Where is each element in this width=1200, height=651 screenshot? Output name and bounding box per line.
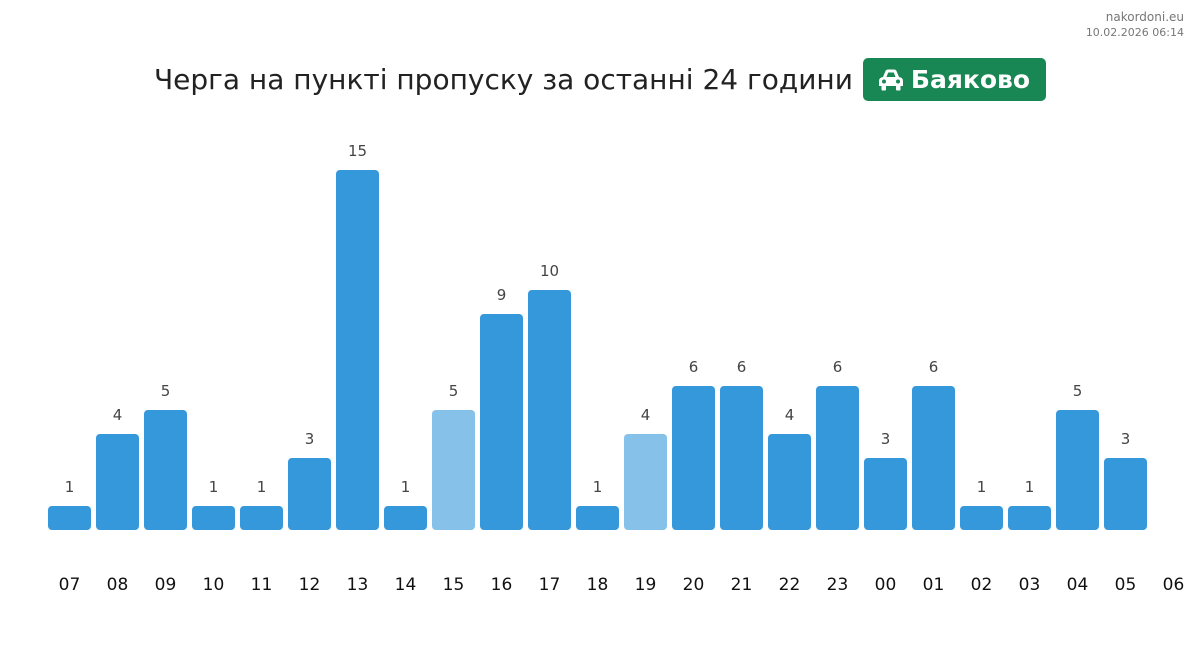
x-tick-12: 12 [299, 575, 321, 595]
data-label-07: 1 [65, 478, 75, 496]
data-label-01: 6 [929, 358, 939, 376]
data-label-22: 4 [785, 406, 795, 424]
badge-label: Баяково [910, 65, 1031, 94]
x-tick-10: 10 [203, 575, 225, 595]
bar-07[interactable] [48, 506, 91, 530]
bar-09[interactable] [144, 410, 187, 530]
bar-05[interactable] [1104, 458, 1147, 530]
bar-19[interactable] [624, 434, 667, 530]
data-label-17: 10 [540, 262, 559, 280]
data-label-00: 3 [881, 430, 891, 448]
x-tick-23: 23 [827, 575, 849, 595]
bar-01[interactable] [912, 386, 955, 530]
data-label-18: 1 [593, 478, 603, 496]
x-tick-02: 02 [971, 575, 993, 595]
data-label-13: 15 [348, 142, 367, 160]
bar-03[interactable] [1008, 506, 1051, 530]
bar-15[interactable] [432, 410, 475, 530]
bar-12[interactable] [288, 458, 331, 530]
x-tick-21: 21 [731, 575, 753, 595]
meta-info: nakordoni.eu 10.02.2026 06:14 [1086, 9, 1184, 41]
data-label-11: 1 [257, 478, 267, 496]
data-label-09: 5 [161, 382, 171, 400]
x-tick-00: 00 [875, 575, 897, 595]
x-tick-15: 15 [443, 575, 465, 595]
title-row: Черга на пункті пропуску за останні 24 г… [0, 58, 1200, 101]
data-label-16: 9 [497, 286, 507, 304]
bar-13[interactable] [336, 170, 379, 530]
bar-02[interactable] [960, 506, 1003, 530]
bar-20[interactable] [672, 386, 715, 530]
data-label-12: 3 [305, 430, 315, 448]
bar-00[interactable] [864, 458, 907, 530]
bar-10[interactable] [192, 506, 235, 530]
car-icon [877, 68, 905, 92]
x-tick-05: 05 [1115, 575, 1137, 595]
x-tick-18: 18 [587, 575, 609, 595]
data-label-19: 4 [641, 406, 651, 424]
checkpoint-badge: Баяково [862, 58, 1047, 101]
bar-23[interactable] [816, 386, 859, 530]
data-label-04: 5 [1073, 382, 1083, 400]
bar-11[interactable] [240, 506, 283, 530]
data-label-14: 1 [401, 478, 411, 496]
x-tick-19: 19 [635, 575, 657, 595]
x-tick-16: 16 [491, 575, 513, 595]
x-tick-07: 07 [59, 575, 81, 595]
bar-17[interactable] [528, 290, 571, 530]
data-label-08: 4 [113, 406, 123, 424]
timestamp: 10.02.2026 06:14 [1085, 26, 1184, 39]
bar-21[interactable] [720, 386, 763, 530]
x-tick-13: 13 [347, 575, 369, 595]
bar-22[interactable] [768, 434, 811, 530]
bar-16[interactable] [480, 314, 523, 530]
data-label-02: 1 [977, 478, 987, 496]
x-tick-09: 09 [155, 575, 177, 595]
x-tick-03: 03 [1019, 575, 1041, 595]
data-label-03: 1 [1025, 478, 1035, 496]
x-tick-06: 06 [1163, 575, 1185, 595]
data-label-10: 1 [209, 478, 219, 496]
bar-14[interactable] [384, 506, 427, 530]
data-label-15: 5 [449, 382, 459, 400]
x-tick-01: 01 [923, 575, 945, 595]
bar-18[interactable] [576, 506, 619, 530]
bar-04[interactable] [1056, 410, 1099, 530]
bar-08[interactable] [96, 434, 139, 530]
x-tick-08: 08 [107, 575, 129, 595]
x-tick-14: 14 [395, 575, 417, 595]
data-label-21: 6 [737, 358, 747, 376]
data-label-05: 3 [1121, 430, 1131, 448]
data-label-23: 6 [833, 358, 843, 376]
x-tick-17: 17 [539, 575, 561, 595]
x-tick-04: 04 [1067, 575, 1089, 595]
data-label-20: 6 [689, 358, 699, 376]
x-tick-20: 20 [683, 575, 705, 595]
site-name[interactable]: nakordoni.eu [1105, 10, 1184, 24]
chart-title: Черга на пункті пропуску за останні 24 г… [153, 63, 853, 96]
x-tick-22: 22 [779, 575, 801, 595]
x-tick-11: 11 [251, 575, 273, 595]
